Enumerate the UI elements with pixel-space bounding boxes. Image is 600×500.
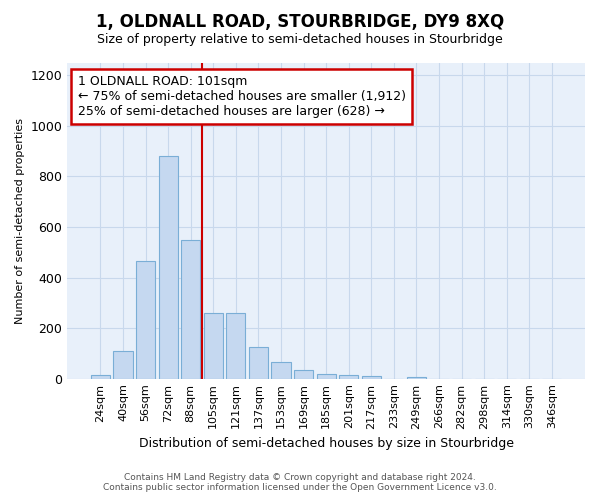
Bar (91, 375, 110, 378)
X-axis label: Distribution of semi-detached houses by size in Stourbridge: Distribution of semi-detached houses by … (139, 437, 514, 450)
Bar (158, 156, 178, 378)
Y-axis label: Number of semi-detached properties: Number of semi-detached properties (15, 118, 25, 324)
Bar (362, 376, 381, 378)
Bar (226, 313, 245, 378)
Bar (271, 362, 290, 378)
Text: Contains HM Land Registry data © Crown copyright and database right 2024.
Contai: Contains HM Land Registry data © Crown c… (103, 473, 497, 492)
Text: 1 OLDNALL ROAD: 101sqm
← 75% of semi-detached houses are smaller (1,912)
25% of : 1 OLDNALL ROAD: 101sqm ← 75% of semi-det… (77, 75, 406, 118)
Bar (339, 375, 358, 378)
Bar (181, 240, 200, 378)
Bar (249, 347, 268, 378)
Text: Size of property relative to semi-detached houses in Stourbridge: Size of property relative to semi-detach… (97, 32, 503, 46)
Bar (317, 374, 336, 378)
Bar (113, 351, 133, 378)
Bar (136, 261, 155, 378)
Bar (294, 370, 313, 378)
Text: 1, OLDNALL ROAD, STOURBRIDGE, DY9 8XQ: 1, OLDNALL ROAD, STOURBRIDGE, DY9 8XQ (96, 12, 504, 30)
Bar (203, 313, 223, 378)
